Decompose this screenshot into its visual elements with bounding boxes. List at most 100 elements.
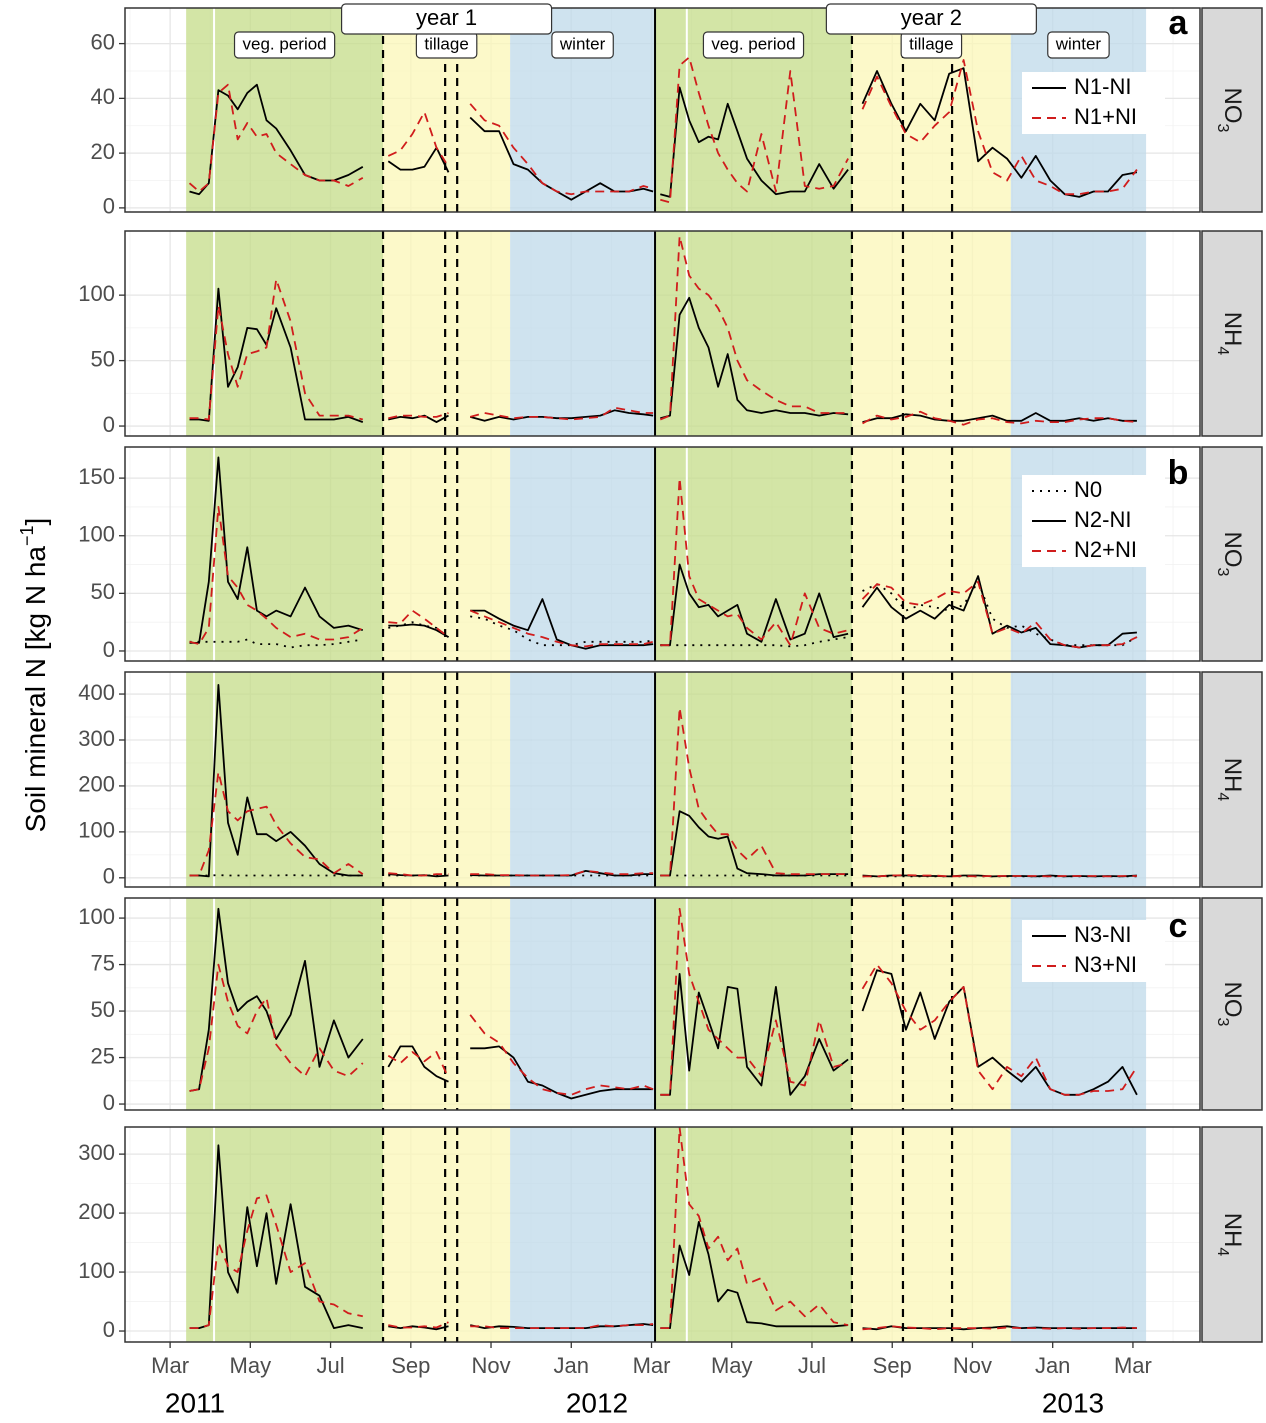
y-tick-label: 0 bbox=[103, 1317, 115, 1342]
period-band bbox=[383, 447, 511, 661]
x-tick-label: May bbox=[230, 1353, 272, 1378]
strip-label-sub: 3 bbox=[1214, 1018, 1231, 1027]
y-tick-label: 100 bbox=[78, 281, 115, 306]
x-tick-label: Jan bbox=[554, 1353, 589, 1378]
y-tick-label: 0 bbox=[103, 412, 115, 437]
x-tick-label: Jul bbox=[317, 1353, 345, 1378]
period-band bbox=[655, 898, 852, 1110]
legend-label: N2-NI bbox=[1074, 507, 1131, 532]
legend-label: N3-NI bbox=[1074, 922, 1131, 947]
y-tick-label: 40 bbox=[91, 84, 115, 109]
series-line bbox=[189, 235, 1137, 426]
strip-label-base: NO bbox=[1219, 88, 1246, 124]
period-band bbox=[186, 447, 384, 661]
period-label: veg. period bbox=[243, 34, 327, 53]
period-band bbox=[851, 231, 1011, 436]
panel-border bbox=[124, 671, 1201, 888]
strip-label-sub: 3 bbox=[1214, 568, 1231, 577]
series-line bbox=[189, 67, 1138, 201]
series-line bbox=[189, 907, 1138, 1096]
period-label: tillage bbox=[424, 34, 468, 53]
year-label: year 2 bbox=[901, 5, 962, 30]
y-tick-label: 0 bbox=[103, 637, 115, 662]
x-tick-label: Nov bbox=[471, 1353, 510, 1378]
period-band bbox=[510, 898, 656, 1110]
strip-label-sub: 4 bbox=[1214, 1247, 1231, 1256]
y-axis-title-end: ] bbox=[20, 518, 51, 526]
panel-border bbox=[124, 1126, 1201, 1343]
strip-label: NO3 bbox=[1214, 982, 1245, 1027]
panel: 0 100 200 300 NH4 bbox=[78, 1126, 1263, 1343]
strip-label-base: NO bbox=[1219, 982, 1246, 1018]
y-tick-label: 200 bbox=[78, 772, 115, 797]
panel-border bbox=[124, 230, 1201, 437]
strip-label-base: NH bbox=[1219, 758, 1246, 793]
strip-label-base: NH bbox=[1219, 1213, 1246, 1248]
y-axis-title-sup: −1 bbox=[17, 525, 37, 546]
y-tick-label: 200 bbox=[78, 1199, 115, 1224]
strip-label-sub: 4 bbox=[1214, 346, 1231, 355]
x-tick-label: Jan bbox=[1035, 1353, 1070, 1378]
y-tick-label: 50 bbox=[91, 997, 115, 1022]
period-band bbox=[655, 447, 852, 661]
period-label: winter bbox=[1055, 34, 1102, 53]
y-tick-label: 60 bbox=[91, 29, 115, 54]
x-tick-label: Sep bbox=[391, 1353, 430, 1378]
series-line bbox=[189, 1127, 1137, 1331]
legend-label: N1+NI bbox=[1074, 104, 1137, 129]
y-tick-label: 0 bbox=[103, 1090, 115, 1115]
period-band bbox=[655, 672, 852, 887]
period-band bbox=[1010, 1127, 1147, 1342]
legend-background bbox=[1022, 920, 1165, 982]
period-band bbox=[510, 231, 656, 436]
strip-label: NO3 bbox=[1214, 88, 1245, 133]
strip bbox=[1201, 7, 1263, 213]
period-band bbox=[655, 1127, 852, 1342]
strip bbox=[1201, 897, 1263, 1111]
period-label: winter bbox=[559, 34, 606, 53]
strip-label-base: NO bbox=[1219, 532, 1246, 568]
y-axis-title: Soil mineral N [kg N ha−1] bbox=[17, 518, 52, 833]
y-tick-label: 300 bbox=[78, 726, 115, 751]
y-tick-label: 100 bbox=[78, 818, 115, 843]
period-band bbox=[851, 447, 1011, 661]
y-tick-label: 150 bbox=[78, 464, 115, 489]
panel: 0 50 100 NH4 bbox=[78, 230, 1263, 437]
y-tick-label: 100 bbox=[78, 904, 115, 929]
legend-label: N1-NI bbox=[1074, 74, 1131, 99]
period-label-box bbox=[551, 31, 614, 59]
x-year-label: 2013 bbox=[1042, 1387, 1104, 1418]
period-band bbox=[851, 1127, 1011, 1342]
panel: 0 100 200 300 400 NH4 bbox=[78, 671, 1263, 889]
y-tick-label: 100 bbox=[78, 1258, 115, 1283]
period-label-box bbox=[702, 31, 805, 59]
year-label-box bbox=[825, 3, 1037, 35]
strip-label-base: NH bbox=[1219, 312, 1246, 347]
period-band bbox=[383, 898, 511, 1110]
y-tick-label: 50 bbox=[91, 346, 115, 371]
series-line bbox=[189, 580, 1138, 649]
series-line bbox=[189, 706, 1137, 878]
period-band bbox=[186, 672, 384, 887]
legend-label: N3+NI bbox=[1074, 952, 1137, 977]
panel-border bbox=[124, 446, 1201, 662]
strip-label: NH4 bbox=[1214, 312, 1245, 356]
period-band bbox=[383, 672, 511, 887]
y-tick-label: 50 bbox=[91, 579, 115, 604]
x-tick-label: Mar bbox=[1114, 1353, 1152, 1378]
panel: 0 20 40 60 NO3 a N1-NI N1+NI veg. period tillage w… bbox=[91, 3, 1263, 219]
strip-label: NH4 bbox=[1214, 758, 1245, 802]
strip bbox=[1201, 230, 1263, 437]
period-label-box bbox=[1047, 31, 1110, 59]
y-tick-label: 300 bbox=[78, 1140, 115, 1165]
year-label-box bbox=[340, 3, 553, 35]
period-band bbox=[851, 898, 1011, 1110]
strip bbox=[1201, 671, 1263, 888]
y-tick-label: 25 bbox=[91, 1043, 115, 1068]
panel: 0 50 100 150 NO3 b N0 N2-NI N2+NI bbox=[78, 446, 1263, 662]
strip-label-sub: 4 bbox=[1214, 792, 1231, 801]
x-year-label: 2012 bbox=[566, 1387, 628, 1418]
panel-letter: a bbox=[1169, 4, 1189, 42]
series-line bbox=[188, 56, 1138, 204]
x-tick-label: Sep bbox=[873, 1353, 912, 1378]
